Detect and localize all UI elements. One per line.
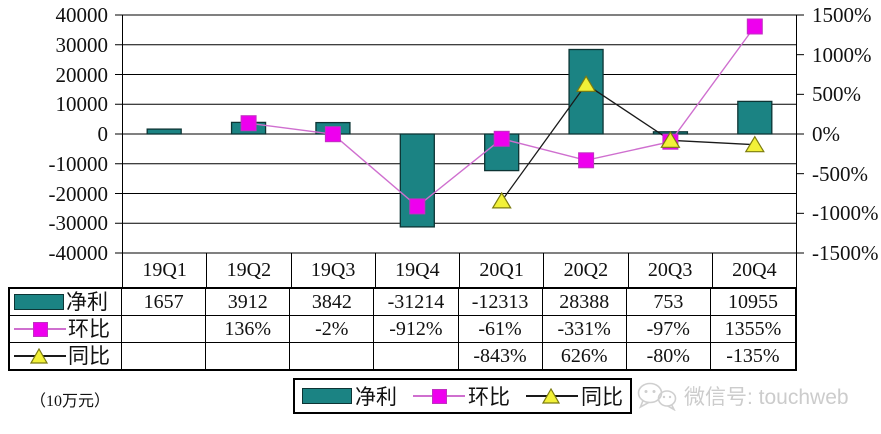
qoq-marker-icon bbox=[14, 320, 66, 338]
table-cell: 136% bbox=[206, 316, 291, 343]
table-cell: -80% bbox=[627, 343, 711, 369]
legend-label: 环比 bbox=[468, 385, 510, 409]
table-cell: 1355% bbox=[710, 316, 795, 343]
net-profit-swatch-icon bbox=[302, 388, 352, 404]
x-axis-category-label: 20Q2 bbox=[543, 253, 627, 287]
qoq-marker bbox=[409, 198, 426, 215]
table-cell: -2% bbox=[290, 316, 375, 343]
left-axis-tick-label: 10000 bbox=[55, 92, 109, 117]
watermark: 微信号: touchweb bbox=[636, 381, 849, 411]
right-axis-tick-label: -1000% bbox=[812, 201, 879, 226]
x-axis-category-label: 20Q3 bbox=[627, 253, 712, 287]
right-axis-tick-label: 1500% bbox=[812, 3, 872, 27]
table-cell: -135% bbox=[726, 345, 780, 367]
legend-item: 同比 bbox=[526, 381, 623, 411]
yoy-marker-icon bbox=[526, 387, 578, 405]
yoy-marker bbox=[491, 191, 512, 209]
series-name: 同比 bbox=[68, 344, 110, 368]
left-axis-tick-label: 0 bbox=[97, 122, 109, 146]
left-axis-tick-label: -40000 bbox=[48, 241, 109, 265]
yoy-marker bbox=[660, 131, 681, 148]
qoq-marker bbox=[493, 130, 510, 147]
left-axis-tick-label: 30000 bbox=[55, 32, 109, 57]
watermark-text: 微信号: touchweb bbox=[684, 386, 849, 409]
table-cell: -97% bbox=[626, 316, 711, 343]
left-axis-tick-label: 20000 bbox=[55, 62, 109, 87]
legend-label: 净利 bbox=[355, 385, 397, 409]
table-cell: 753 bbox=[626, 289, 711, 316]
x-axis-category-label: 19Q4 bbox=[374, 253, 459, 287]
table-cell: 3842 bbox=[290, 289, 375, 316]
yoy-marker-icon bbox=[14, 347, 66, 365]
table-cell: -61% bbox=[458, 316, 543, 343]
table-cell bbox=[206, 343, 291, 369]
yoy-marker bbox=[576, 75, 597, 92]
qoq-marker bbox=[240, 115, 257, 132]
table-cell: -31214 bbox=[374, 289, 459, 316]
net-profit-bar bbox=[737, 100, 773, 135]
right-axis-tick-label: 1000% bbox=[812, 42, 872, 67]
qoq-marker bbox=[324, 126, 341, 143]
right-axis-tick-label: 500% bbox=[812, 82, 861, 107]
legend-label: 同比 bbox=[581, 385, 623, 409]
table-cell: -912% bbox=[374, 316, 459, 343]
net-profit-bar bbox=[146, 128, 182, 135]
qoq-line bbox=[248, 26, 756, 208]
chart-legend: 净利 环比 同比 bbox=[293, 378, 632, 414]
table-cell: 28388 bbox=[542, 289, 627, 316]
table-cell: 626% bbox=[543, 343, 627, 369]
table-cell bbox=[374, 343, 459, 369]
right-axis-tick-label: -500% bbox=[812, 161, 868, 186]
table-cell: 3912 bbox=[206, 289, 291, 316]
table-row-label: 净利 bbox=[10, 289, 122, 316]
left-axis-tick-label: -20000 bbox=[48, 181, 109, 206]
wechat-icon bbox=[637, 382, 677, 411]
unit-footnote: （10万元） bbox=[30, 393, 111, 410]
qoq-marker bbox=[746, 18, 763, 35]
yoy-line bbox=[501, 83, 755, 202]
data-table: 净利 1657 3912 3842 -31214 -12313 28388 753 10955 … bbox=[8, 287, 797, 371]
x-axis-category-label: 19Q3 bbox=[290, 253, 375, 287]
legend-item: 净利 bbox=[302, 381, 397, 411]
x-axis-category-label: 19Q1 bbox=[122, 253, 206, 287]
qoq-marker-icon bbox=[413, 387, 465, 405]
table-cell bbox=[122, 343, 207, 369]
table-cell: 1657 bbox=[122, 289, 207, 316]
yoy-marker bbox=[744, 135, 765, 153]
table-cell: -12313 bbox=[458, 289, 543, 316]
net-profit-swatch-icon bbox=[14, 294, 64, 310]
table-row-label: 同比 bbox=[10, 343, 122, 369]
left-axis-tick-label: -30000 bbox=[48, 211, 109, 236]
legend-item: 环比 bbox=[413, 381, 510, 411]
table-cell: 10955 bbox=[710, 289, 795, 316]
plot-area bbox=[115, 14, 804, 254]
series-name: 净利 bbox=[66, 290, 108, 314]
table-cell: -331% bbox=[542, 316, 627, 343]
left-axis-tick-label: 40000 bbox=[55, 3, 109, 27]
x-axis-category-label: 19Q2 bbox=[206, 253, 290, 287]
series-name: 环比 bbox=[68, 317, 110, 341]
x-axis-category-label: 20Q1 bbox=[459, 253, 543, 287]
x-axis-category-label: 20Q4 bbox=[711, 253, 797, 287]
table-row-label: 环比 bbox=[10, 316, 122, 343]
table-cell: -843% bbox=[459, 343, 543, 369]
x-axis-header-row: 19Q1 19Q2 19Q3 19Q4 20Q1 20Q2 20Q3 20Q4 bbox=[122, 253, 797, 287]
right-axis-tick-label: 0% bbox=[812, 122, 840, 146]
table-cell bbox=[290, 343, 375, 369]
right-axis-tick-label: -1500% bbox=[812, 241, 879, 265]
table-cell bbox=[122, 316, 207, 343]
qoq-marker bbox=[578, 152, 595, 169]
left-axis-tick-label: -10000 bbox=[48, 151, 109, 176]
